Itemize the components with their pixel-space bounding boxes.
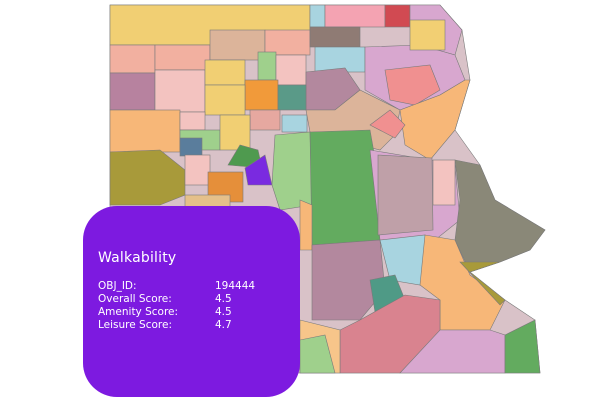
field-value: 4.7 [215,319,232,331]
map-region [459,261,506,306]
field-row: Overall Score: 4.5 [98,293,300,306]
map-region [384,4,411,28]
map-region [275,54,307,86]
map-region [399,79,471,161]
field-row: Leisure Score: 4.7 [98,319,300,332]
field-row: OBJ_ID: 194444 [98,280,300,293]
map-region [249,109,281,131]
map-region [154,44,211,71]
map-region [504,319,541,374]
map-region [271,131,313,211]
map-region [179,111,206,131]
map-region [184,154,211,186]
map-region [454,159,546,273]
map-region [299,334,336,374]
map-region [324,4,386,28]
map-region [309,26,361,48]
map-region [409,19,446,51]
map-region [314,46,366,73]
map-region [109,72,156,111]
map-region [309,4,326,28]
map-region [109,109,181,153]
field-row: Amenity Score: 4.5 [98,306,300,319]
map-region [179,137,203,157]
field-label: Amenity Score: [98,306,179,318]
map-region [109,44,156,74]
map-region [377,154,434,236]
map-region [204,59,246,86]
field-value: 4.5 [215,293,232,305]
field-label: Overall Score: [98,293,172,305]
map-region [264,29,311,56]
map-region [299,199,313,251]
field-value: 4.5 [215,306,232,318]
map-region [209,29,266,61]
map-region [154,69,206,113]
map-region [257,51,277,81]
map-region [244,79,279,111]
popup-title: Walkability [98,250,177,266]
popup: Walkability OBJ_ID: 194444 Overall Score: 4… [83,206,300,397]
map-region [281,114,308,133]
field-label: Leisure Score: [98,319,172,331]
map-region [219,114,251,151]
map-region [204,84,246,116]
map-region [311,239,386,321]
map-region [369,109,406,139]
field-label: OBJ_ID: [98,280,137,292]
map-region [277,84,307,111]
field-value: 194444 [215,280,256,292]
map-region [432,159,456,206]
map-region [384,64,441,106]
popup-fields: OBJ_ID: 194444 Overall Score: 4.5 Amenity Sc… [98,280,300,332]
map-region [309,129,381,246]
